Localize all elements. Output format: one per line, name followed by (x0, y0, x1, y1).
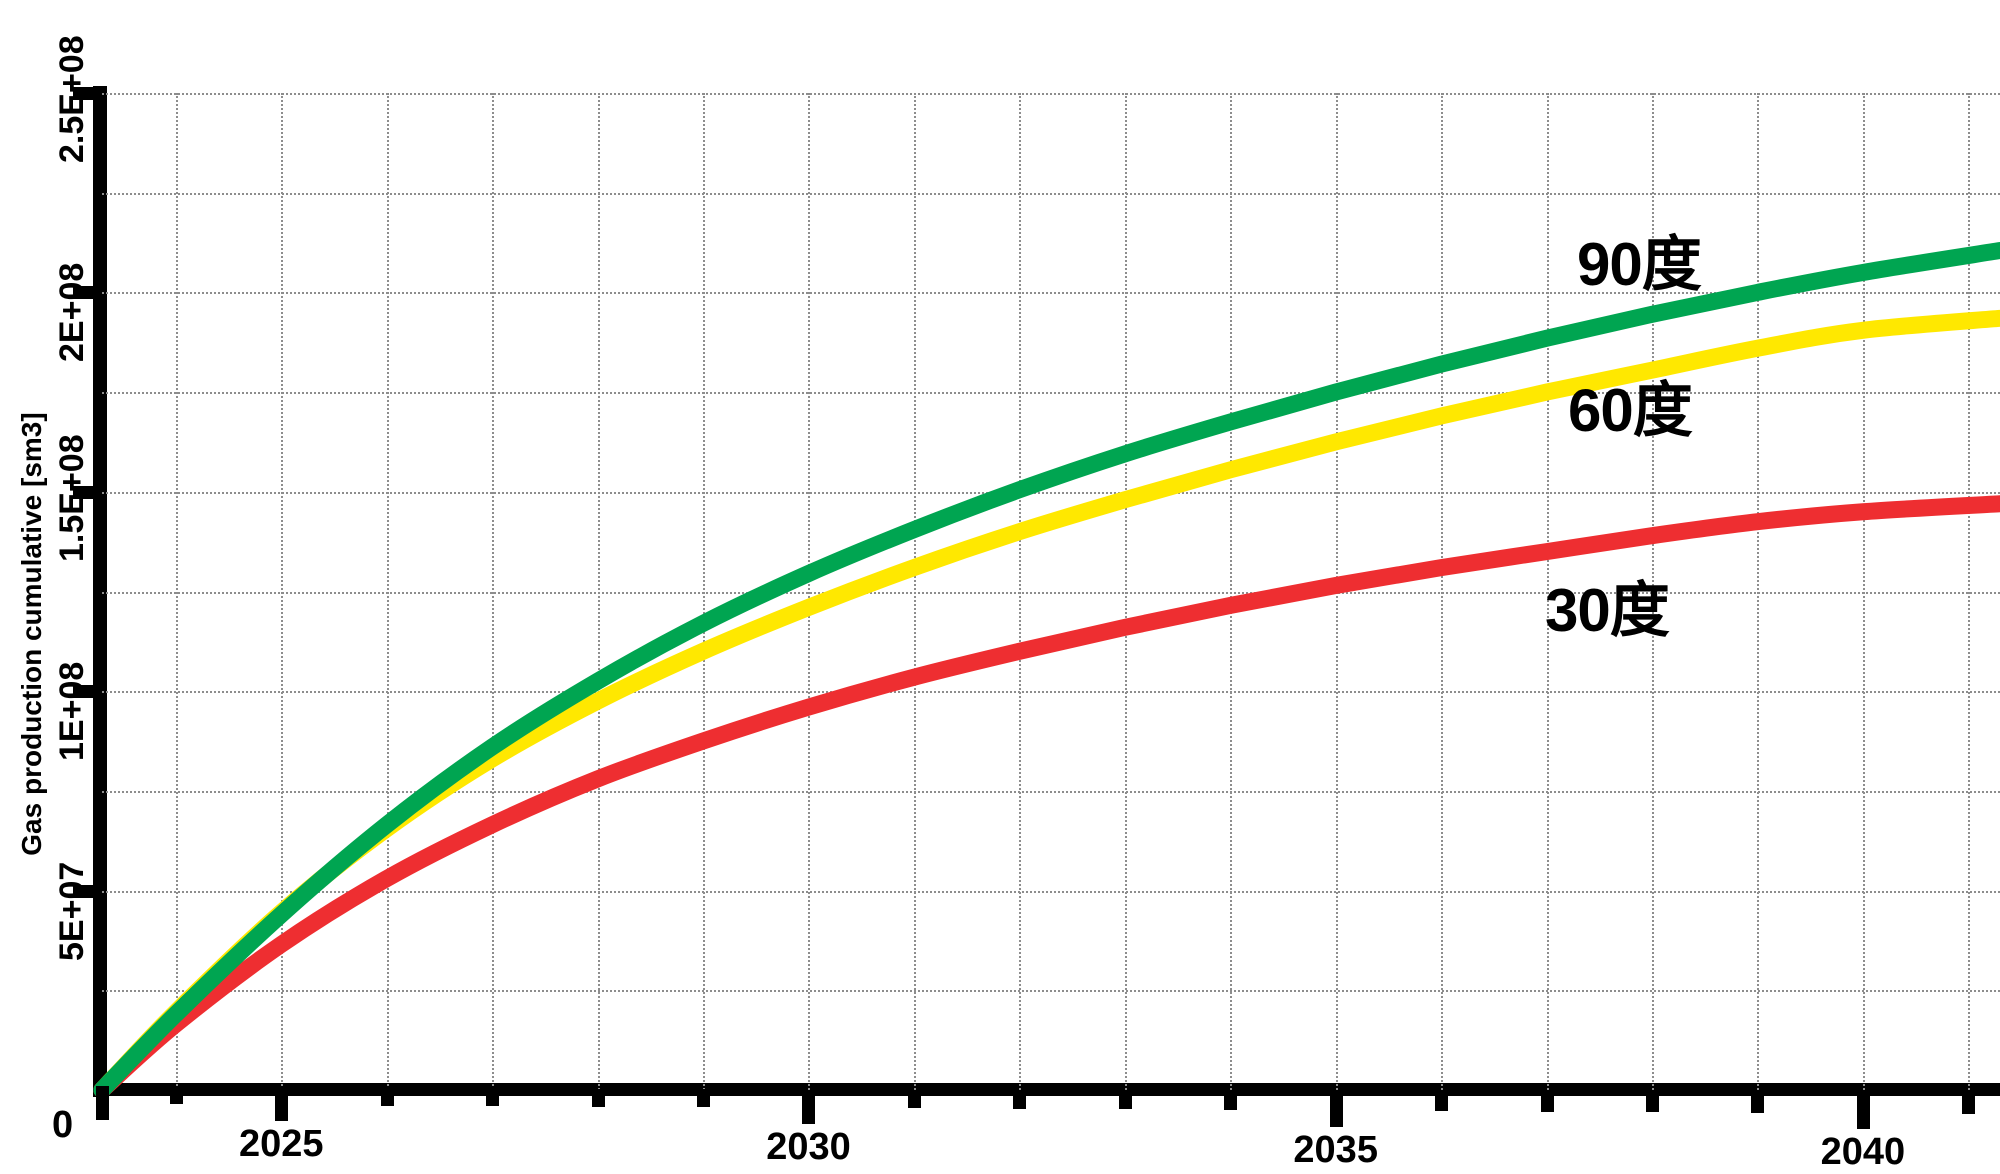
y-axis-title: Gas production cumulative [sm3] (16, 412, 47, 856)
gridline-vertical (913, 93, 916, 1090)
y-axis-tick (73, 286, 101, 300)
series-line-30度 (93, 495, 2000, 1099)
x-axis-tick-minor (591, 1088, 605, 1107)
y-axis-tick-label: 1E+08 (53, 661, 91, 762)
gridline-horizontal (102, 192, 2000, 195)
y-axis-tick-label: 2.5E+08 (53, 35, 91, 163)
gridline-vertical (1230, 93, 1233, 1090)
series-label-90度: 90度 (1577, 231, 1702, 298)
x-axis-tick-minor (1013, 1090, 1027, 1109)
gridline-horizontal (102, 691, 2000, 694)
x-axis-tick-major (1856, 1095, 1870, 1130)
gridline-vertical (597, 93, 600, 1090)
x-axis-tick-minor (1224, 1091, 1238, 1110)
x-axis-tick-label: 2040 (1820, 1131, 1906, 1174)
series-curves (93, 242, 2000, 1099)
y-axis-tick (73, 685, 101, 699)
x-axis-tick-minor (1646, 1094, 1660, 1113)
x-axis-tick-minor (907, 1090, 921, 1109)
gridline-horizontal (102, 491, 2000, 494)
gridline-vertical (1441, 93, 1444, 1090)
gridline-vertical (1124, 93, 1127, 1090)
origin-label: 0 (52, 1104, 74, 1146)
x-axis-line (93, 1083, 2000, 1096)
gridline-vertical (1019, 93, 1022, 1090)
x-axis-tick-major (275, 1086, 289, 1121)
series-line-60度 (93, 309, 2000, 1099)
x-axis-tick-minor (486, 1088, 500, 1107)
gridline-vertical (1862, 93, 1865, 1090)
gridline-horizontal (102, 790, 2000, 793)
gridline-vertical (175, 93, 178, 1090)
gridline-vertical (1652, 93, 1655, 1090)
y-axis-tick-label: 1.5E+08 (53, 434, 91, 562)
x-axis-tick-label: 2035 (1293, 1128, 1378, 1171)
x-axis-tick-minor (1751, 1094, 1765, 1113)
x-axis-tick-minor (1540, 1093, 1554, 1112)
x-axis-tick-major (96, 1086, 109, 1120)
gridline-vertical (703, 93, 706, 1090)
y-axis-line (93, 86, 107, 1097)
gridline-vertical (808, 93, 811, 1090)
gridline-horizontal (102, 990, 2000, 993)
series-label-60度: 60度 (1568, 377, 1693, 444)
x-axis-tick-major (802, 1089, 816, 1124)
x-axis-tick-label: 2025 (238, 1122, 324, 1165)
gridline-horizontal (102, 591, 2000, 594)
gridline-horizontal (102, 292, 2000, 295)
x-axis-tick-minor (1435, 1093, 1449, 1112)
gridline-horizontal (102, 392, 2000, 395)
gridline-horizontal (102, 93, 2000, 95)
x-axis-tick-minor (380, 1087, 394, 1106)
x-axis-tick-minor (1118, 1091, 1132, 1110)
x-axis-tick-minor (1962, 1095, 1976, 1114)
y-axis-tick (73, 87, 101, 100)
x-axis-tick-label: 2030 (766, 1125, 851, 1168)
y-axis-tick-label: 5E+07 (53, 861, 91, 961)
x-axis-tick-major (1329, 1092, 1343, 1127)
gridline-vertical (1968, 93, 1971, 1090)
series-label-30度: 30度 (1545, 577, 1670, 644)
y-axis-tick (73, 485, 101, 499)
gridline-vertical (1546, 93, 1549, 1090)
x-axis-tick-minor (697, 1089, 711, 1108)
y-axis-tick-label: 2E+08 (53, 263, 91, 363)
gridline-vertical (386, 93, 389, 1090)
gridline-vertical (1757, 93, 1760, 1090)
x-axis-tick-minor (169, 1086, 183, 1105)
gridline-vertical (492, 93, 495, 1090)
y-axis-tick (73, 884, 101, 898)
series-line-90度 (93, 242, 2000, 1099)
plot-area (93, 93, 2000, 1099)
gridline-vertical (281, 93, 284, 1090)
gridline-horizontal (102, 890, 2000, 893)
